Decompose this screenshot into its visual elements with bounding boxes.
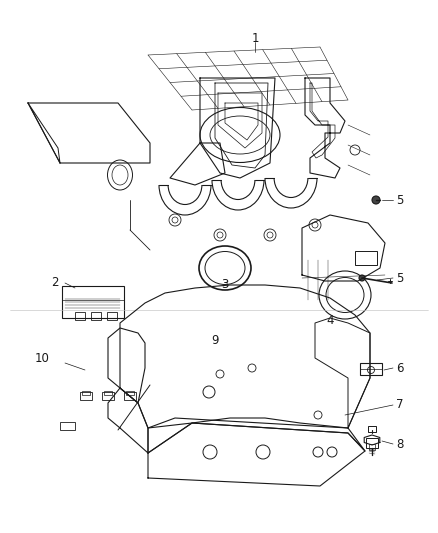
Text: 10: 10 — [35, 351, 49, 365]
Bar — [369, 444, 375, 450]
Bar — [80, 392, 92, 400]
Bar — [82, 391, 90, 395]
Bar — [60, 422, 75, 430]
Bar — [107, 312, 117, 320]
Text: 7: 7 — [396, 399, 404, 411]
Bar — [368, 426, 376, 432]
Bar — [75, 312, 85, 320]
Circle shape — [359, 275, 365, 281]
Bar — [91, 312, 101, 320]
Text: 4: 4 — [326, 313, 334, 327]
Text: 8: 8 — [396, 438, 404, 450]
Bar — [126, 391, 134, 395]
Text: 5: 5 — [396, 271, 404, 285]
Text: 3: 3 — [221, 279, 229, 292]
Bar — [102, 392, 114, 400]
Text: 5: 5 — [396, 193, 404, 206]
Text: 6: 6 — [396, 361, 404, 375]
Bar — [62, 286, 124, 318]
Text: 2: 2 — [51, 276, 59, 288]
Bar — [104, 391, 112, 395]
Text: 1: 1 — [251, 31, 259, 44]
Bar — [360, 363, 382, 375]
Bar — [355, 251, 377, 265]
Bar — [366, 438, 378, 448]
Bar — [124, 392, 136, 400]
Circle shape — [372, 196, 380, 204]
Text: 9: 9 — [211, 334, 219, 346]
